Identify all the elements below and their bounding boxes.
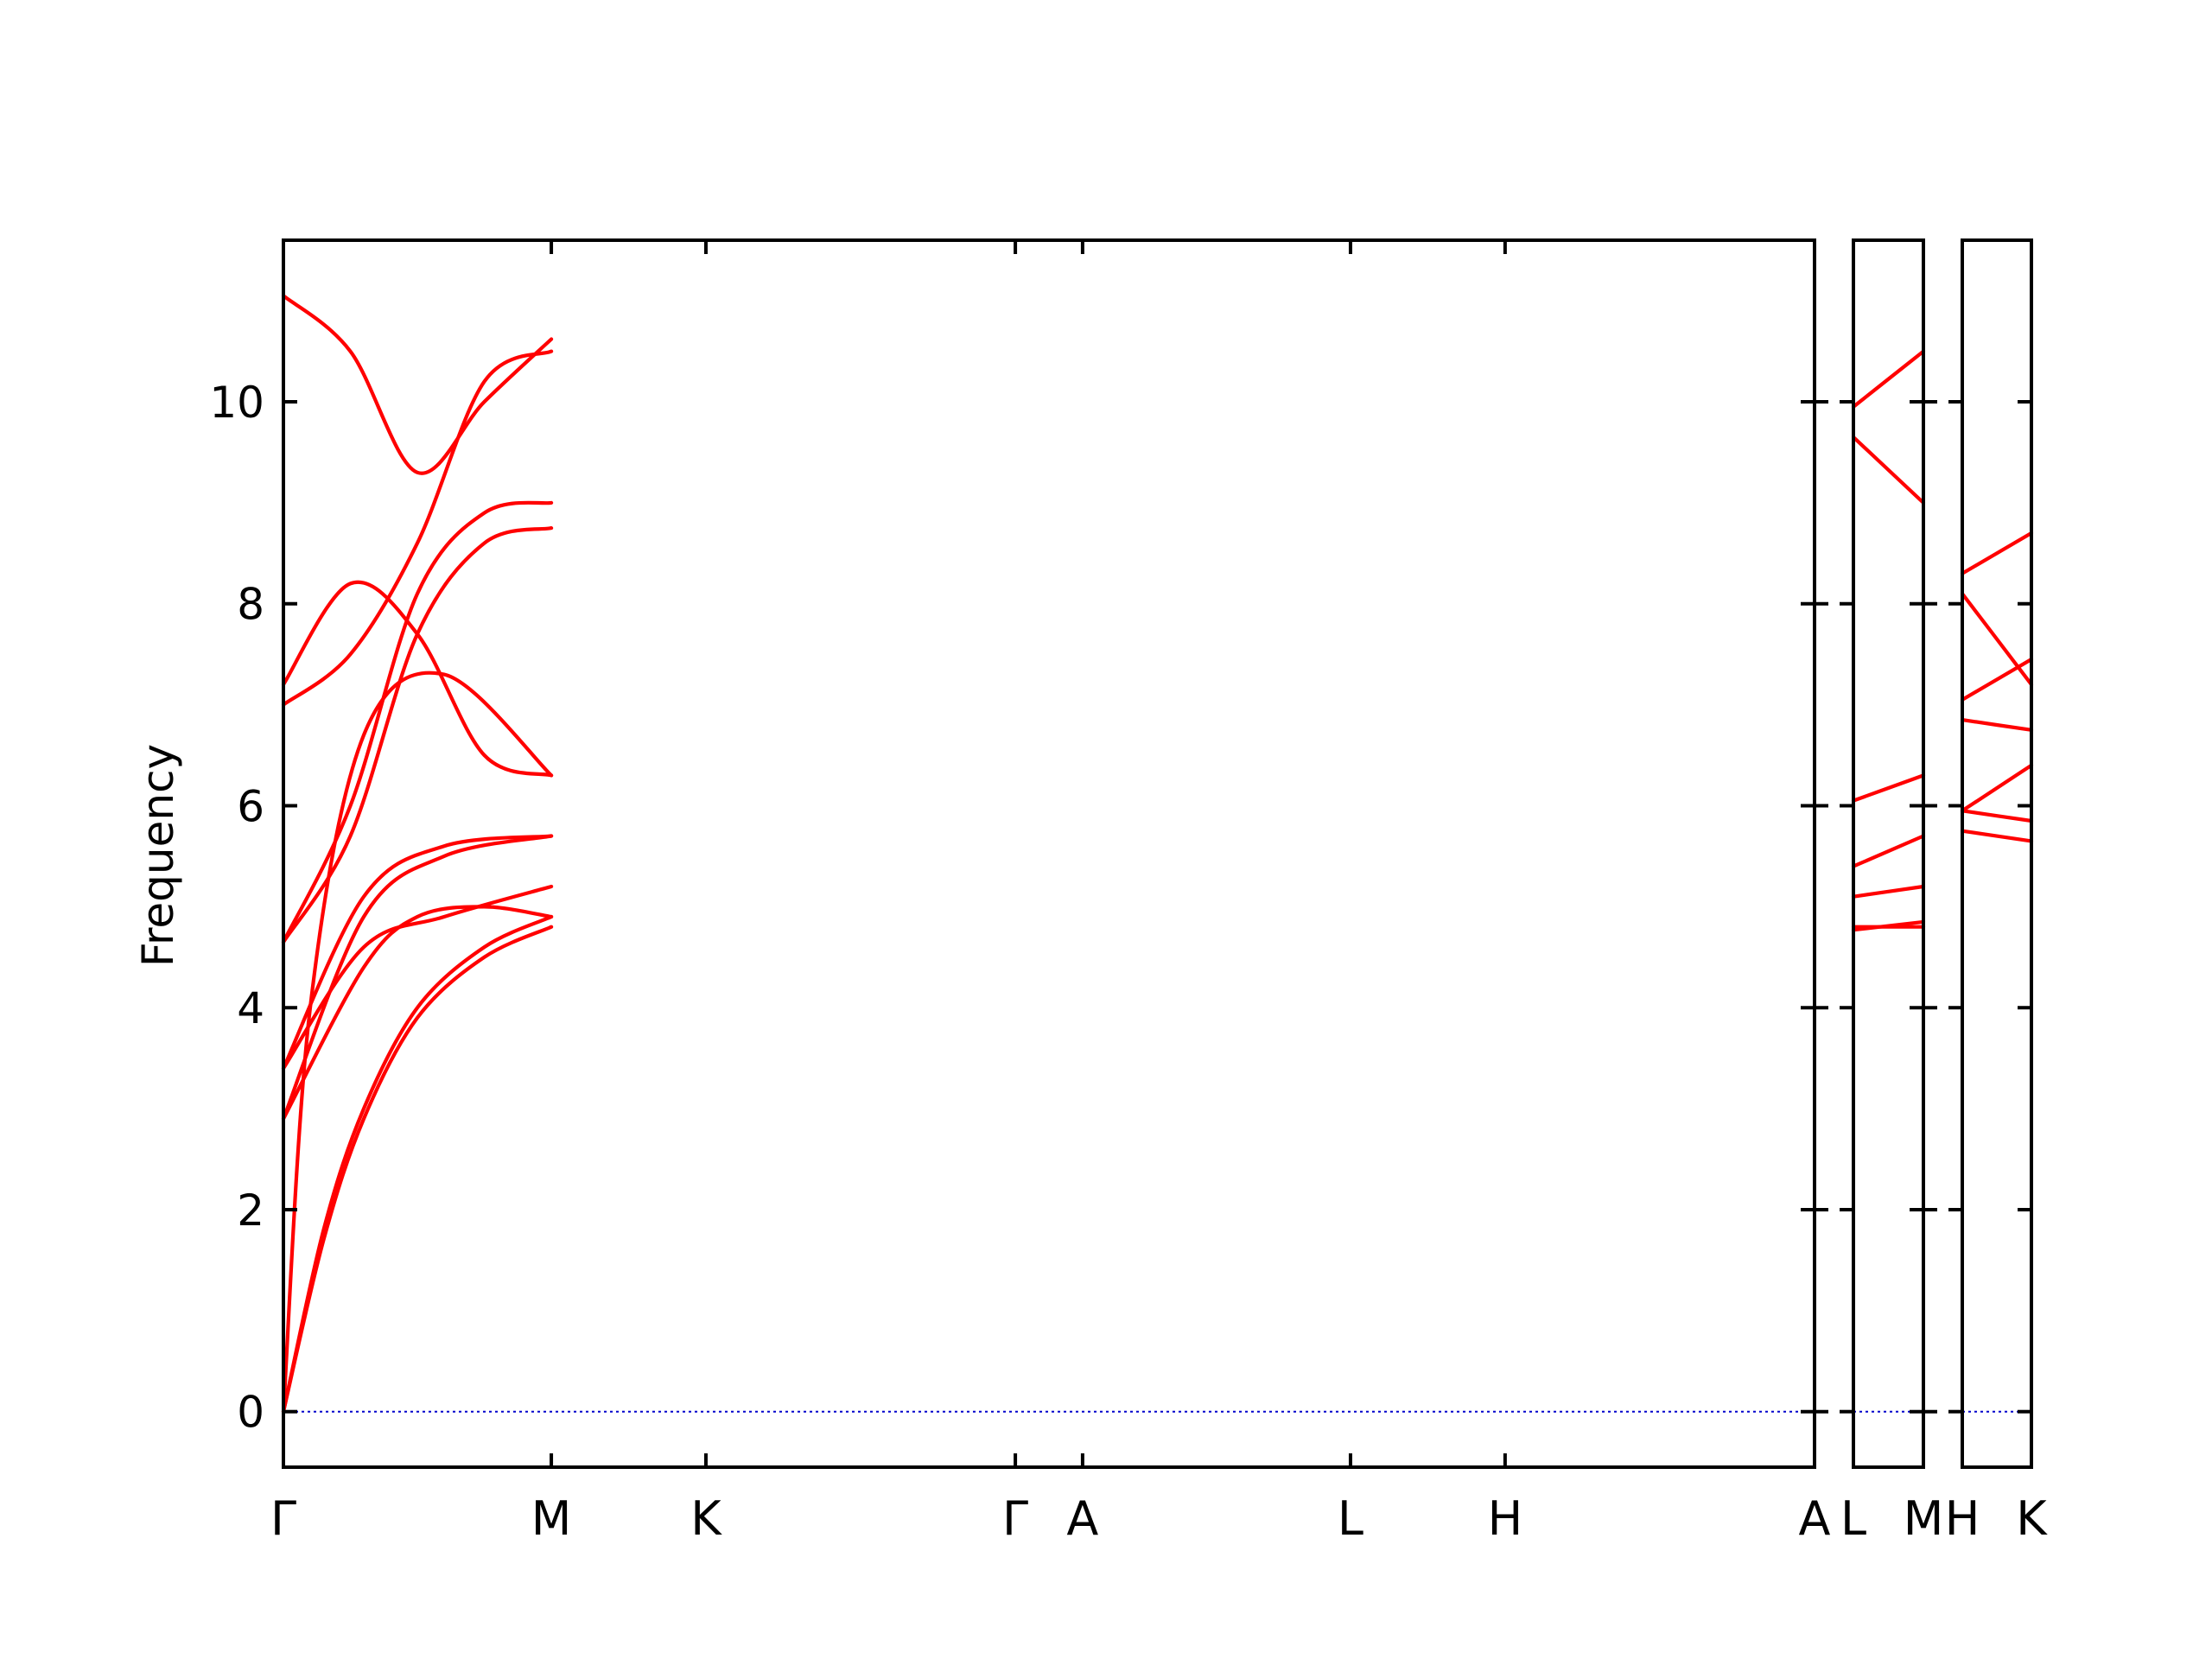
band-4 — [1960, 718, 2034, 732]
band-7 — [1851, 349, 1926, 409]
band-12 — [281, 294, 554, 475]
band-11 — [281, 580, 554, 778]
x-tick-label: K — [2016, 1491, 2048, 1546]
band-5 — [1851, 773, 1926, 803]
band-5 — [281, 834, 554, 1121]
x-tick-label: Γ — [1002, 1491, 1028, 1546]
band-5 — [1960, 657, 2034, 702]
band-2 — [1960, 809, 2034, 823]
x-tick-label: L — [1338, 1491, 1363, 1546]
y-tick-label: 2 — [237, 1185, 264, 1236]
x-tick-label: K — [690, 1491, 722, 1546]
panel-frame — [1961, 238, 2033, 1469]
y-tick-label: 0 — [237, 1388, 264, 1438]
band-4 — [281, 671, 554, 1414]
band-7 — [1960, 531, 2034, 575]
band-6 — [281, 834, 554, 1071]
x-tick-label: A — [1066, 1491, 1098, 1546]
panel-frame — [1852, 238, 1925, 1469]
y-tick-label: 10 — [209, 378, 264, 428]
y-tick-label: 4 — [237, 983, 264, 1033]
band-1 — [1960, 829, 2034, 843]
x-tick-label: Γ — [270, 1491, 296, 1546]
band-2 — [281, 914, 554, 1414]
band-8 — [281, 526, 554, 944]
x-tick-label: H — [1945, 1491, 1980, 1546]
band-9 — [281, 500, 554, 944]
x-tick-label: M — [1904, 1491, 1944, 1546]
x-tick-label: M — [531, 1491, 572, 1546]
band-6 — [1851, 435, 1926, 505]
x-tick-label: L — [1840, 1491, 1866, 1546]
panel-frame — [282, 238, 1816, 1469]
band-7 — [281, 884, 554, 1071]
band-4 — [1851, 834, 1926, 868]
band-10 — [281, 349, 554, 707]
y-tick-label: 8 — [237, 580, 264, 630]
y-axis-label: Frequency — [133, 744, 183, 967]
x-tick-label: A — [1799, 1491, 1831, 1546]
x-tick-label: H — [1488, 1491, 1523, 1546]
y-tick-label: 6 — [237, 781, 264, 831]
band-6 — [1960, 592, 2034, 687]
band-3 — [1960, 763, 2034, 813]
band-3 — [1851, 884, 1926, 899]
